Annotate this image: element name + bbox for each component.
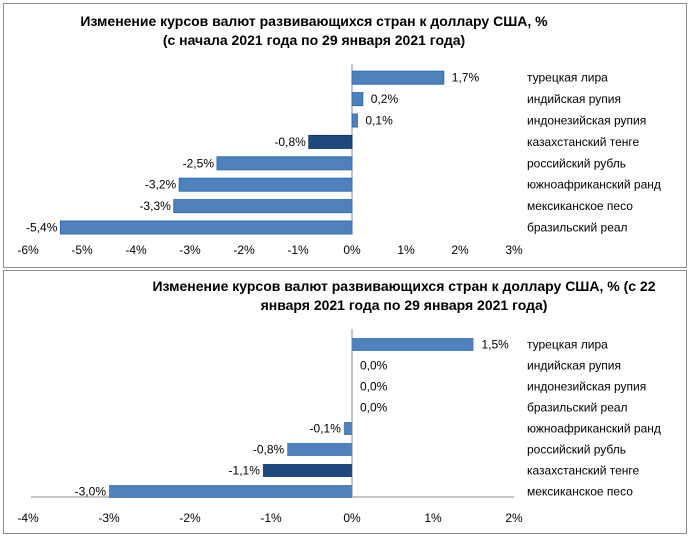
data-label: 0,0% xyxy=(360,359,388,373)
x-tick-label: -5% xyxy=(71,243,93,257)
data-label: -5,4% xyxy=(26,221,58,235)
data-label: -0,1% xyxy=(310,422,342,436)
category-label: южноафриканский ранд xyxy=(527,178,661,192)
data-label: 1,5% xyxy=(482,338,510,352)
bar xyxy=(178,177,353,192)
chart-title: Изменение курсов валют развивающихся стр… xyxy=(152,278,656,313)
x-tick-label: -2% xyxy=(233,243,255,257)
x-tick-label: 1% xyxy=(397,243,415,257)
bar xyxy=(351,92,364,107)
category-label: российский рубль xyxy=(527,443,626,457)
bar-highlighted xyxy=(262,464,352,477)
x-tick-label: 0% xyxy=(343,511,361,525)
x-tick-label: -2% xyxy=(179,511,201,525)
chart-panel-since-start-of-year: Изменение курсов валют развивающихся стр… xyxy=(3,3,687,268)
bar xyxy=(109,485,352,498)
bar-chart: 1,5% турецкая лира 0,0% индийская рупия 0,0%… xyxy=(17,329,661,525)
x-tick-label: -4% xyxy=(125,243,147,257)
x-tick-label: 0% xyxy=(343,243,361,257)
bar xyxy=(287,443,352,456)
category-label: российский рубль xyxy=(527,156,626,170)
data-label: -3,2% xyxy=(145,178,177,192)
x-tick-label: -6% xyxy=(17,243,39,257)
category-label: мексиканское песо xyxy=(527,199,633,213)
bar xyxy=(343,422,352,435)
data-label: -1,1% xyxy=(229,464,261,478)
x-tick-label: -3% xyxy=(98,511,120,525)
category-label: индийская рупия xyxy=(527,92,621,106)
data-label: -3,3% xyxy=(139,199,171,213)
category-label: бразильский реал xyxy=(527,221,628,235)
x-tick-label: -4% xyxy=(17,511,39,525)
x-tick-label: -1% xyxy=(287,243,309,257)
bar xyxy=(216,156,353,171)
chart-title: Изменение курсов валют развивающихся стр… xyxy=(80,13,548,48)
data-label: 0,1% xyxy=(365,114,393,128)
data-label: 0,2% xyxy=(371,92,399,106)
category-label: казахстанский тенге xyxy=(527,464,640,478)
data-label: -0,8% xyxy=(253,443,285,457)
chart-panel-week: Изменение курсов валют развивающихся стр… xyxy=(3,270,687,534)
bar xyxy=(59,220,353,235)
x-tick-label: 1% xyxy=(424,511,442,525)
bar-highlighted xyxy=(308,134,353,149)
data-label: -0,8% xyxy=(274,135,306,149)
data-label: 0,0% xyxy=(360,380,388,394)
bar xyxy=(173,199,353,214)
data-label: 1,7% xyxy=(452,71,480,85)
x-tick-label: -1% xyxy=(260,511,282,525)
category-label: мексиканское песо xyxy=(527,485,633,499)
category-label: индонезийская рупия xyxy=(527,380,646,394)
category-label: индийская рупия xyxy=(527,359,621,373)
bar-chart: 1,7% турецкая лира 0,2% индийская рупия 0,1%… xyxy=(17,64,661,257)
data-label: 0,0% xyxy=(360,401,388,415)
bar xyxy=(351,113,358,128)
category-label: бразильский реал xyxy=(527,401,628,415)
category-label: индонезийская рупия xyxy=(527,114,646,128)
bar xyxy=(352,338,474,351)
x-tick-label: 2% xyxy=(451,243,469,257)
x-tick-label: -3% xyxy=(179,243,201,257)
category-label: южноафриканский ранд xyxy=(527,422,661,436)
data-label: -3,0% xyxy=(75,485,107,499)
bar xyxy=(351,70,445,85)
x-tick-label: 3% xyxy=(505,243,523,257)
data-label: -2,5% xyxy=(183,156,215,170)
category-label: турецкая лира xyxy=(527,71,608,85)
x-tick-label: 2% xyxy=(505,511,523,525)
category-label: казахстанский тенге xyxy=(527,135,640,149)
category-label: турецкая лира xyxy=(527,338,608,352)
